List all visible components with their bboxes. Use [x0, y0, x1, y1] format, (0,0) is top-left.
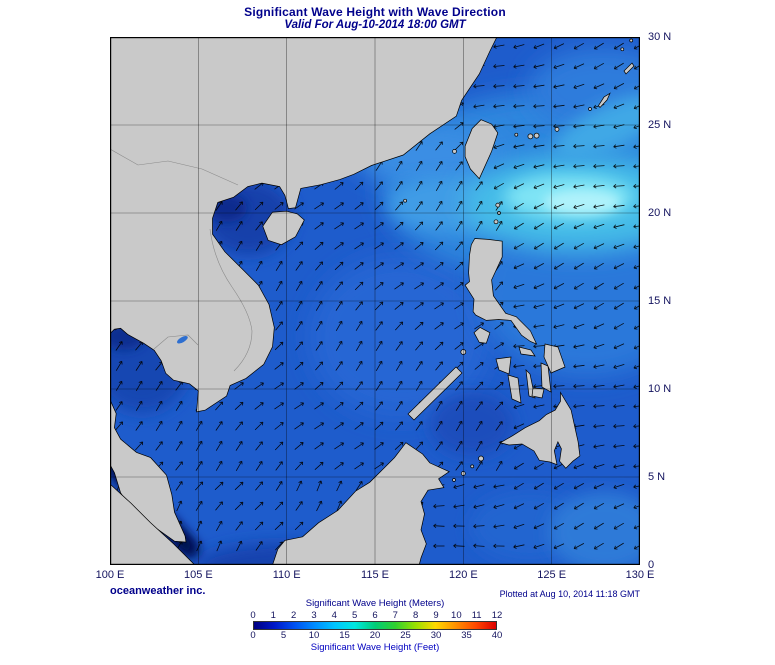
- island: [470, 464, 475, 469]
- land-hainan: [262, 210, 305, 246]
- meters-tick-label: 12: [491, 610, 503, 621]
- meters-tick-label: 6: [372, 610, 378, 621]
- island: [527, 133, 534, 140]
- page-title: Significant Wave Height with Wave Direct…: [244, 5, 506, 19]
- meters-tick-label: 2: [291, 610, 297, 621]
- y-axis-label: 25 N: [648, 119, 672, 131]
- graticule-grid: [110, 37, 640, 565]
- y-axis-label: 5 N: [648, 471, 666, 483]
- legend-meters-ticks: 0 1 2 3 4 5 6 7 8 9 10 11 12: [250, 610, 502, 621]
- meters-tick-label: 8: [413, 610, 419, 621]
- meters-tick-label: 9: [433, 610, 439, 621]
- meters-tick-label: 11: [471, 610, 482, 621]
- y-axis-label: 20 N: [648, 207, 672, 219]
- wave-height-map: [110, 37, 640, 565]
- feet-tick-label: 10: [308, 630, 320, 641]
- land-malay-peninsula: [110, 399, 187, 543]
- land-amami: [623, 62, 635, 75]
- feet-tick-label: 15: [339, 630, 350, 641]
- valid-time-subtitle: Valid For Aug-10-2014 18:00 GMT: [284, 19, 466, 31]
- meters-tick-label: 10: [451, 610, 462, 621]
- land-leyte: [540, 362, 552, 393]
- feet-tick-label: 30: [430, 630, 442, 641]
- land-palawan: [407, 366, 463, 421]
- feet-tick-label: 5: [280, 630, 287, 641]
- meters-tick-label: 5: [352, 610, 358, 621]
- land-mindoro: [473, 326, 491, 344]
- land-bohol: [531, 387, 545, 399]
- land-luzon: [464, 238, 538, 345]
- plotted-timestamp: Plotted at Aug 10, 2014 11:18 GMT: [499, 589, 640, 599]
- feet-tick-label: 35: [461, 630, 472, 641]
- land-taiwan: [464, 119, 499, 180]
- y-axis-label: 10 N: [648, 383, 672, 395]
- wave-height-shading: [110, 48, 640, 565]
- legend-feet-title: Significant Wave Height (Feet): [310, 642, 440, 653]
- land-mindanao: [499, 391, 581, 469]
- meters-tick-label: 3: [311, 610, 317, 621]
- feet-tick-label: 40: [491, 630, 503, 641]
- island: [452, 478, 456, 482]
- land-sumatra: [110, 483, 196, 565]
- legend-feet-ticks: 0 5 10 15 20 25 30 35 40: [250, 630, 502, 641]
- lake-tonle-sap: [177, 335, 188, 344]
- land-panay: [495, 356, 512, 375]
- x-axis-label: 105 E: [183, 569, 213, 581]
- island: [533, 132, 540, 139]
- x-axis-label: 115 E: [361, 569, 389, 581]
- x-axis-label: 100 E: [95, 569, 125, 581]
- feet-tick-label: 0: [250, 630, 256, 641]
- island: [554, 127, 560, 132]
- meters-tick-label: 0: [250, 610, 256, 621]
- map-frame: [110, 37, 640, 565]
- country-border: [153, 334, 199, 350]
- land-masbate: [518, 346, 536, 357]
- land-borneo: [272, 442, 450, 565]
- island: [620, 47, 625, 52]
- island: [452, 149, 457, 154]
- island: [588, 107, 592, 111]
- landmass-layer: [110, 37, 635, 565]
- country-border: [209, 228, 253, 372]
- y-axis-label: 0: [648, 559, 655, 571]
- oceanweather-credit: oceanweather inc.: [110, 585, 206, 597]
- legend-colorbar: [253, 621, 497, 630]
- x-axis-label: 130 E: [625, 569, 655, 581]
- y-axis-label: 30 N: [648, 31, 672, 43]
- island: [478, 455, 484, 462]
- x-axis-label: 125 E: [537, 569, 567, 581]
- feet-tick-label: 25: [400, 630, 411, 641]
- legend-meters-title: Significant Wave Height (Meters): [305, 598, 445, 609]
- island: [493, 219, 499, 225]
- island: [629, 38, 634, 43]
- feet-tick-label: 20: [369, 630, 381, 641]
- land-samar: [543, 343, 566, 374]
- island: [514, 132, 519, 137]
- island: [403, 198, 407, 203]
- island: [495, 202, 501, 208]
- y-axis-label: 15 N: [648, 295, 672, 307]
- meters-tick-label: 1: [270, 610, 276, 621]
- land-okinawa: [598, 92, 611, 109]
- x-axis-label: 110 E: [272, 569, 301, 581]
- land-mainland-asia: [110, 37, 498, 413]
- country-border: [110, 148, 239, 186]
- x-axis-label: 120 E: [448, 569, 478, 581]
- meters-tick-label: 7: [392, 610, 398, 621]
- map-area: [110, 37, 640, 565]
- meters-tick-label: 4: [331, 610, 337, 621]
